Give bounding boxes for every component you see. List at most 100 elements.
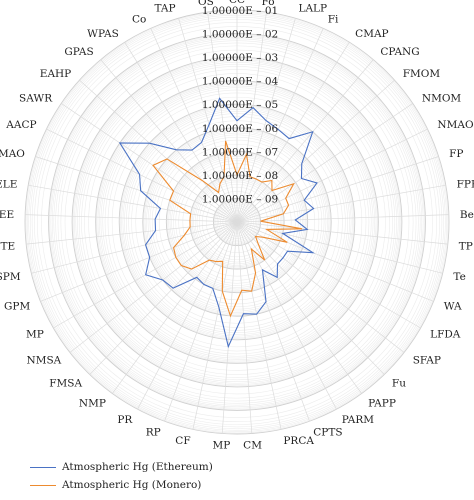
category-label: SAWR <box>19 92 53 104</box>
axis-spoke <box>79 79 238 223</box>
category-label: NMAO <box>437 119 474 131</box>
axis-spoke <box>25 214 238 223</box>
category-label: FP <box>449 148 463 160</box>
radial-tick-label: 1.00000E – 02 <box>202 29 278 41</box>
category-label: Co <box>132 13 146 25</box>
category-label: GPAS <box>64 46 93 58</box>
axis-spoke <box>236 221 421 329</box>
axis-spoke <box>150 28 238 223</box>
axis-spoke <box>236 221 362 394</box>
category-label: Fi <box>328 13 339 25</box>
axis-spoke <box>236 221 282 430</box>
category-label: GPM <box>4 301 30 313</box>
axis-spoke <box>236 79 395 223</box>
category-label: CMAP <box>355 28 388 40</box>
axis-spoke <box>221 221 238 434</box>
category-label: MP <box>213 439 231 451</box>
axis-spoke <box>236 214 449 223</box>
legend-label-ethereum: Atmospheric Hg (Ethereum) <box>62 461 213 473</box>
category-label: RP <box>146 427 161 439</box>
radial-tick-label: 1.00000E – 08 <box>202 170 278 182</box>
axis-spoke <box>26 221 238 245</box>
axis-spoke <box>137 221 238 410</box>
category-label: IMAO <box>0 148 25 160</box>
chart-legend: Atmospheric Hg (Ethereum) Atmospheric Hg… <box>30 458 213 494</box>
axis-spoke <box>236 156 439 223</box>
category-label: WPAS <box>87 28 119 40</box>
radar-series <box>118 97 318 349</box>
category-label: LFDA <box>430 329 461 341</box>
category-label: PR <box>117 414 133 426</box>
category-label: ELE <box>0 178 17 190</box>
axis-spoke <box>89 221 238 375</box>
category-label: NMOM <box>422 92 462 104</box>
category-label: Be <box>460 209 474 221</box>
axis-spoke <box>236 221 434 302</box>
legend-swatch-monero <box>30 484 56 486</box>
category-label: Te <box>453 271 465 283</box>
axis-spoke <box>40 221 238 302</box>
axis-spoke <box>192 221 238 430</box>
axis-spoke <box>35 156 238 223</box>
axis-spoke <box>236 42 350 223</box>
radial-tick-label: 1.00000E – 04 <box>202 76 279 88</box>
axis-spoke <box>28 184 238 223</box>
axis-spoke <box>236 221 443 274</box>
legend-swatch-ethereum <box>30 466 56 468</box>
axis-spoke <box>61 103 238 223</box>
category-label: FPR <box>457 178 474 190</box>
category-label: AACP <box>5 119 36 131</box>
category-label: CC <box>229 0 245 6</box>
radial-tick-label: 1.00000E – 09 <box>202 193 278 205</box>
axis-spoke <box>236 28 324 223</box>
legend-item-ethereum: Atmospheric Hg (Ethereum) <box>30 458 213 476</box>
category-label: NMP <box>79 397 106 409</box>
series-line-ethereum <box>118 97 318 349</box>
category-label: OS <box>198 0 214 8</box>
axis-spoke <box>236 221 337 410</box>
category-label: TP <box>459 240 473 252</box>
category-label: CPANG <box>380 46 419 58</box>
axis-spoke <box>100 59 238 223</box>
axis-spoke <box>164 221 238 422</box>
category-label: EE <box>0 209 14 221</box>
axis-spoke <box>236 221 385 375</box>
category-label: WA <box>444 301 462 313</box>
category-label: Fu <box>392 377 406 389</box>
category-label: PAPP <box>368 397 396 409</box>
category-label: PRCA <box>283 435 314 447</box>
axis-spoke <box>236 184 446 223</box>
radial-tick-label: 1.00000E – 03 <box>202 52 278 64</box>
axis-spoke <box>236 103 413 223</box>
category-label: MP <box>26 329 44 341</box>
legend-label-monero: Atmospheric Hg (Monero) <box>62 479 202 491</box>
radar-grid <box>24 9 450 435</box>
category-label: FMSA <box>49 377 82 389</box>
category-label: CF <box>175 435 190 447</box>
axis-spoke <box>31 221 238 274</box>
category-label: CM <box>243 439 262 451</box>
category-label: CPTS <box>313 427 342 439</box>
radial-tick-labels: 1.00000E – 09 1.00000E – 08 1.00000E – 07 1… <box>202 5 279 205</box>
radial-tick-label: 1.00000E – 01 <box>202 5 278 17</box>
category-label: TE <box>1 240 16 252</box>
legend-item-monero: Atmospheric Hg (Monero) <box>30 476 213 494</box>
axis-spoke <box>236 221 310 422</box>
axis-spoke <box>236 221 448 245</box>
radial-tick-label: 1.00000E – 07 <box>202 146 278 158</box>
axis-spoke <box>112 221 238 394</box>
category-label: FMOM <box>403 68 441 80</box>
radial-tick-label: 1.00000E – 06 <box>202 123 279 135</box>
category-label: Fo <box>262 0 275 8</box>
axis-spoke <box>236 12 267 223</box>
category-label: SFAP <box>413 354 441 366</box>
category-label: LALP <box>298 3 327 15</box>
axis-spoke <box>46 128 238 223</box>
axis-spoke <box>207 12 238 223</box>
series-line-monero <box>152 140 303 318</box>
category-label: NMSA <box>27 354 62 366</box>
axis-spoke <box>236 59 374 223</box>
category-label: TAP <box>154 3 175 15</box>
